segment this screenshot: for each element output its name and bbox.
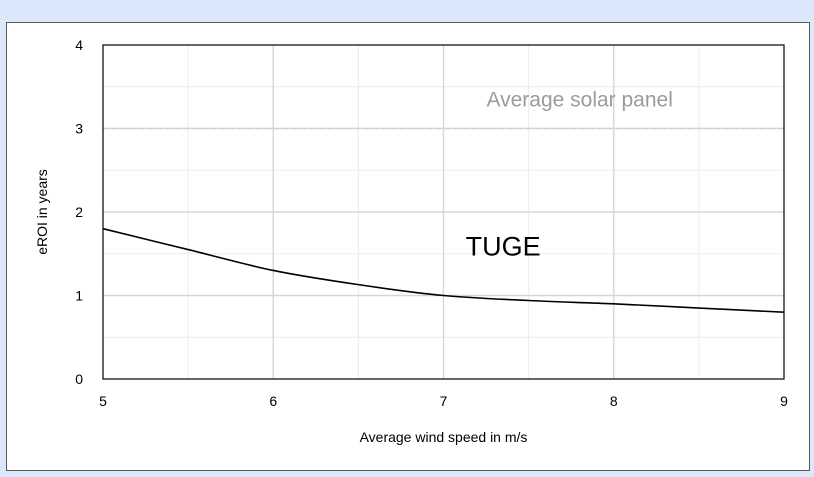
y-tick-label: 1 xyxy=(75,288,83,304)
major-grid xyxy=(103,45,784,379)
x-tick-label: 5 xyxy=(99,393,107,409)
annotations: Average solar panel TUGE xyxy=(466,88,673,261)
x-tick-labels: 5 6 7 8 9 xyxy=(99,393,788,409)
line-chart: 5 6 7 8 9 0 1 2 3 4 Average solar panel TUGE Aver… xyxy=(34,37,788,445)
y-tick-labels: 0 1 2 3 4 xyxy=(75,37,83,387)
x-tick-label: 6 xyxy=(269,393,277,409)
tuge-label: TUGE xyxy=(466,231,541,261)
x-axis-title: Average wind speed in m/s xyxy=(360,429,528,445)
y-tick-label: 3 xyxy=(75,121,83,137)
x-tick-label: 8 xyxy=(610,393,618,409)
solar-panel-label: Average solar panel xyxy=(486,88,672,111)
y-tick-label: 0 xyxy=(75,371,83,387)
tuge-eroi-line xyxy=(102,227,785,313)
y-tick-label: 2 xyxy=(75,204,83,220)
chart-frame: 5 6 7 8 9 0 1 2 3 4 Average solar panel TUGE Aver… xyxy=(6,22,810,471)
series-lines xyxy=(102,227,785,313)
y-tick-label: 4 xyxy=(75,37,83,53)
y-axis-title: eROI in years xyxy=(34,169,50,255)
x-tick-label: 9 xyxy=(780,393,788,409)
plot-area-border xyxy=(102,44,785,380)
x-tick-label: 7 xyxy=(440,393,448,409)
